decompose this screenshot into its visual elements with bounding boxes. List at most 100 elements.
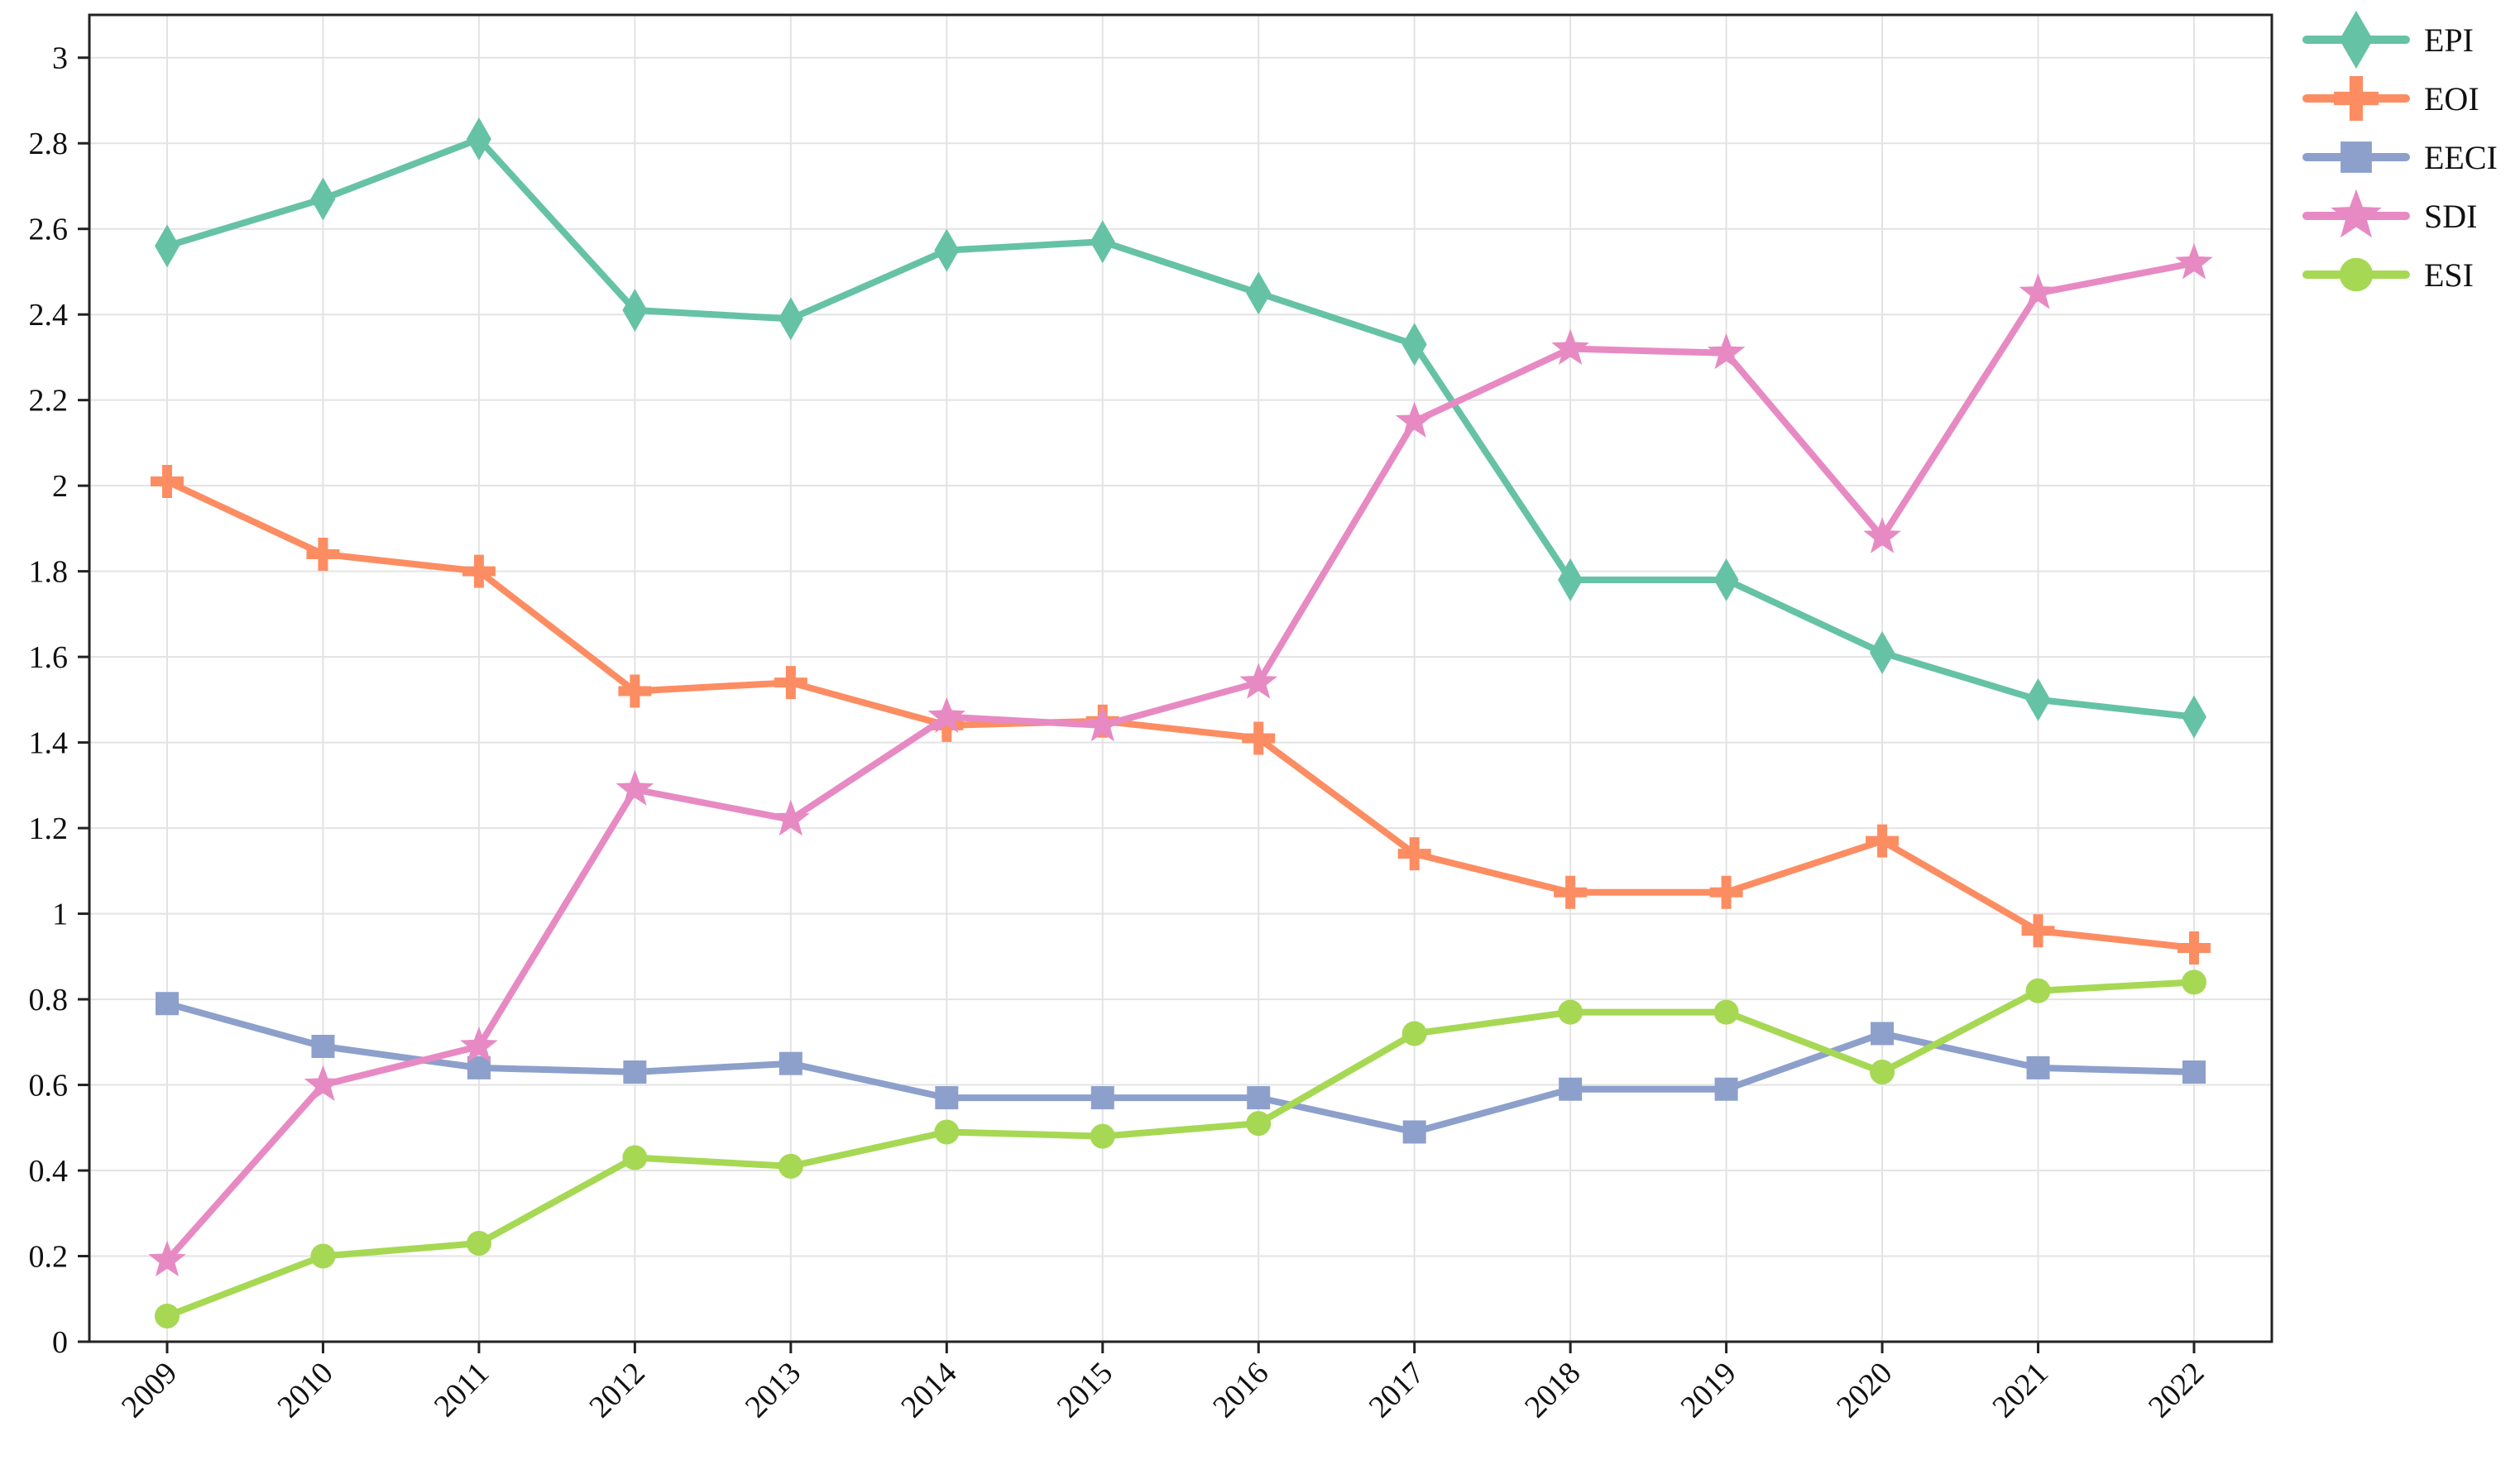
sdi-point-2014	[927, 696, 966, 733]
esi-point-2019	[1713, 999, 1739, 1025]
legend-item-sdi: SDI	[2302, 189, 2477, 238]
y-tick-label: 1.4	[29, 726, 69, 761]
y-tick-label: 0.2	[29, 1240, 69, 1275]
eeci-point-2019	[1714, 1077, 1738, 1101]
esi-point-2018	[1558, 999, 1583, 1025]
legend-marker-epi	[2339, 10, 2374, 69]
eoi-point-2009	[151, 464, 184, 498]
sdi-point-2021	[2019, 273, 2058, 309]
eoi-point-2020	[1866, 824, 1900, 858]
series-line-epi	[164, 136, 2197, 720]
eoi-point-2016	[1242, 721, 1276, 755]
series-sdi	[148, 243, 2213, 1277]
sdi-point-2018	[1551, 328, 1589, 365]
sdi-point-2009	[148, 1240, 186, 1277]
eeci-point-2018	[1559, 1077, 1583, 1101]
epi-point-2011	[466, 117, 491, 161]
gridlines	[89, 15, 2272, 1343]
y-tick-label: 1.8	[29, 555, 69, 590]
epi-point-2020	[1870, 630, 1895, 674]
epi-point-2015	[1090, 220, 1115, 264]
sdi-point-2010	[304, 1065, 343, 1101]
eeci-point-2014	[935, 1086, 959, 1110]
esi-point-2011	[466, 1230, 491, 1256]
legend-item-eoi: EOI	[2302, 76, 2479, 121]
y-tick-label: 0.6	[29, 1069, 69, 1103]
y-tick-label: 1.6	[29, 640, 69, 675]
y-tick-label: 2	[52, 469, 68, 504]
sdi-point-2017	[1395, 401, 1434, 438]
epi-point-2018	[1558, 558, 1583, 601]
epi-point-2022	[2182, 695, 2206, 739]
epi-point-2019	[1713, 558, 1739, 601]
y-tick-label: 2.8	[29, 127, 69, 161]
series-esi	[155, 969, 2206, 1328]
legend-marker-eoi	[2334, 76, 2379, 121]
eeci-point-2015	[1090, 1086, 1114, 1110]
legend-item-eeci: EECI	[2302, 139, 2498, 176]
esi-point-2021	[2025, 978, 2051, 1003]
eeci-point-2022	[2182, 1060, 2206, 1084]
esi-point-2016	[1246, 1111, 1272, 1137]
eoi-point-2011	[462, 554, 496, 588]
legend-label-eoi: EOI	[2424, 80, 2479, 117]
series-line-esi	[164, 979, 2197, 1319]
eeci-point-2012	[623, 1060, 647, 1084]
eeci-point-2020	[1871, 1022, 1895, 1046]
sdi-point-2013	[772, 799, 810, 836]
esi-point-2017	[1401, 1021, 1427, 1046]
eoi-point-2018	[1554, 875, 1588, 909]
legend-label-eeci: EECI	[2424, 139, 2498, 176]
y-tick-label: 2.4	[29, 298, 69, 333]
y-tick-label: 3	[52, 41, 68, 76]
esi-point-2020	[1870, 1060, 1895, 1085]
eeci-point-2016	[1247, 1086, 1271, 1110]
epi-point-2009	[155, 224, 180, 268]
epi-point-2012	[622, 289, 648, 333]
series-line-eeci	[164, 1000, 2197, 1136]
esi-point-2010	[310, 1243, 336, 1269]
eoi-point-2017	[1397, 837, 1431, 871]
epi-point-2014	[934, 228, 960, 272]
esi-point-2013	[778, 1153, 803, 1179]
legend-item-esi: ESI	[2302, 256, 2474, 294]
sdi-point-2011	[460, 1027, 498, 1063]
eeci-point-2021	[2026, 1056, 2050, 1079]
eoi-point-2019	[1709, 875, 1743, 909]
epi-point-2010	[310, 177, 336, 221]
eeci-point-2010	[311, 1034, 335, 1058]
epi-point-2017	[1401, 323, 1427, 366]
esi-point-2022	[2182, 969, 2206, 995]
plot-frame	[88, 13, 2273, 1343]
legend-marker-eeci	[2340, 141, 2372, 173]
y-tick-label: 1.2	[29, 811, 69, 846]
series-line-eoi	[164, 478, 2197, 951]
eoi-point-2013	[774, 666, 807, 700]
y-tick-label: 2.6	[29, 213, 69, 247]
esi-point-2015	[1090, 1123, 1115, 1149]
eoi-point-2021	[2021, 914, 2055, 948]
sdi-point-2015	[1083, 705, 1122, 742]
sdi-point-2019	[1707, 333, 1746, 370]
legend-label-esi: ESI	[2424, 256, 2474, 294]
eeci-point-2017	[1402, 1120, 1426, 1144]
series-line-sdi	[164, 260, 2197, 1264]
sdi-point-2022	[2175, 243, 2213, 280]
epi-point-2013	[778, 297, 803, 341]
epi-point-2016	[1246, 271, 1272, 315]
legend: EPI EOI EECI SDI ESI	[2302, 10, 2498, 294]
epi-point-2021	[2025, 677, 2051, 721]
series-layer	[148, 117, 2213, 1328]
series-eeci	[156, 992, 2206, 1144]
sdi-point-2016	[1239, 663, 1278, 699]
legend-marker-sdi	[2331, 189, 2382, 238]
legend-item-epi: EPI	[2302, 10, 2474, 69]
esi-point-2014	[934, 1119, 960, 1145]
legend-marker-esi	[2339, 257, 2374, 292]
y-tick-label: 2.2	[29, 384, 69, 419]
y-tick-label: 1	[52, 898, 68, 932]
series-epi	[155, 117, 2206, 739]
y-tick-label: 0.4	[29, 1154, 69, 1189]
eeci-point-2011	[467, 1056, 491, 1079]
